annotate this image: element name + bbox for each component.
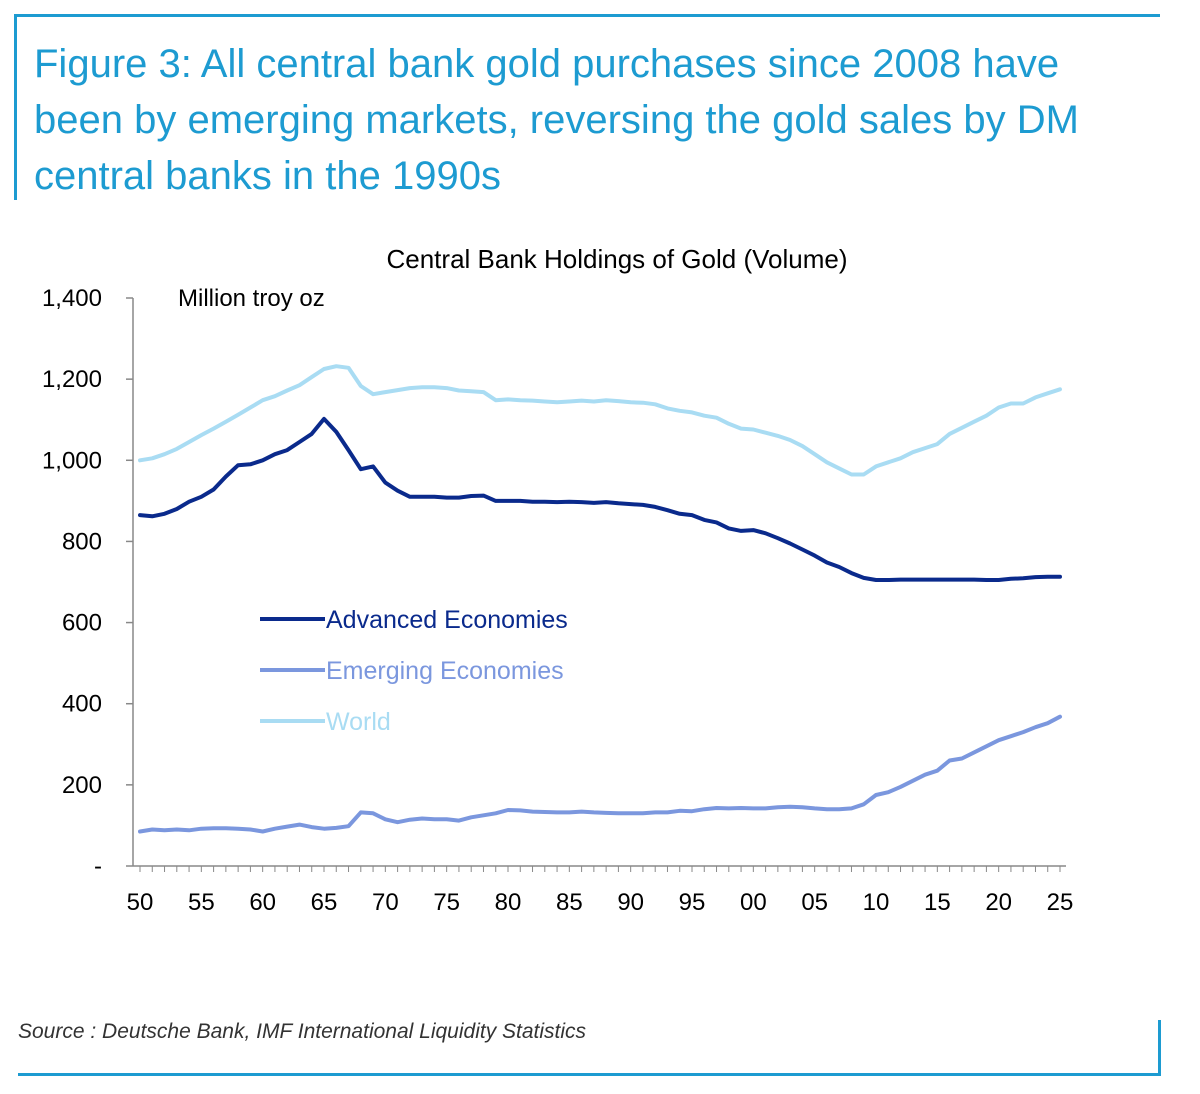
series-line-emerging-economies [138, 714, 1062, 834]
y-tick-label: 200 [62, 772, 102, 799]
legend-label-emerging-economies: Emerging Economies [326, 657, 564, 685]
series-layer [138, 364, 1062, 834]
frame-left-rule [14, 14, 17, 200]
y-tick-label: 800 [62, 528, 102, 555]
x-tick-label: 75 [433, 889, 460, 916]
chart: Central Bank Holdings of Gold (Volume) M… [42, 244, 1073, 916]
source-note: Source : Deutsche Bank, IMF Internationa… [18, 1020, 587, 1043]
legend-label-advanced-economies: Advanced Economies [326, 606, 568, 634]
frame-bottom-rule [18, 1073, 1161, 1076]
x-tick-label: 65 [311, 889, 338, 916]
y-tick-label: 1,200 [42, 366, 102, 393]
legend-label-world: World [326, 708, 391, 736]
x-tick-label: 00 [740, 889, 767, 916]
x-tick-label: 20 [985, 889, 1012, 916]
axes: - 200 400 600 800 1,000 1,200 1,400 50 55 60 65 70 75… [42, 285, 1073, 916]
x-tick-label: 25 [1047, 889, 1074, 916]
x-tick-label: 60 [249, 889, 276, 916]
series-line-advanced-economies [138, 416, 1062, 582]
legend: Advanced Economies Emerging Economies Worl… [260, 606, 568, 736]
unit-label: Million troy oz [178, 285, 325, 312]
series-line-world [138, 364, 1062, 477]
frame-right-rule [1158, 1020, 1161, 1076]
frame-top-rule [14, 14, 1160, 17]
figure-title: Figure 3: All central bank gold purchase… [34, 42, 1079, 198]
y-tick-label: 1,000 [42, 447, 102, 474]
x-tick-label: 80 [495, 889, 522, 916]
x-tick-label: 05 [801, 889, 828, 916]
x-tick-label: 95 [679, 889, 706, 916]
x-tick-label: 90 [617, 889, 644, 916]
x-tick-label: 55 [188, 889, 215, 916]
x-tick-label: 50 [127, 889, 154, 916]
y-tick-label: 1,400 [42, 285, 102, 312]
y-tick-label: - [94, 853, 102, 880]
x-tick-label: 10 [863, 889, 890, 916]
y-tick-label: 400 [62, 691, 102, 718]
x-tick-label: 70 [372, 889, 399, 916]
y-tick-label: 600 [62, 610, 102, 637]
chart-title: Central Bank Holdings of Gold (Volume) [386, 244, 847, 274]
x-tick-label: 15 [924, 889, 951, 916]
x-tick-label: 85 [556, 889, 583, 916]
